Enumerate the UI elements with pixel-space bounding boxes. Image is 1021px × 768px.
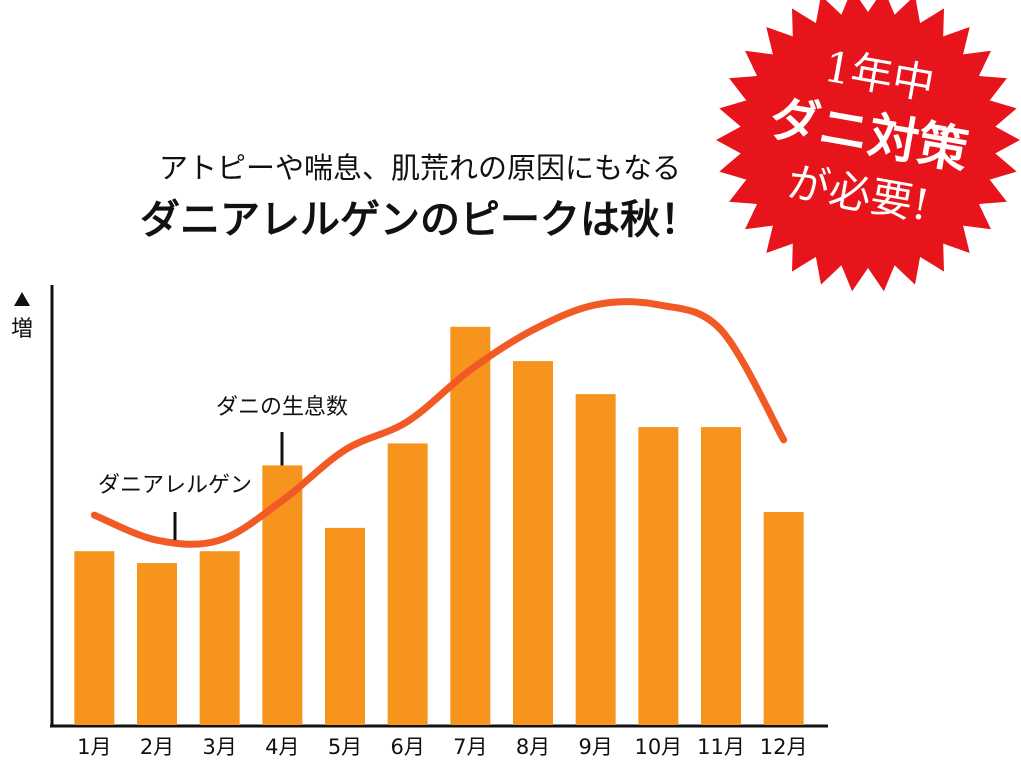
- bar: [387, 443, 428, 725]
- annotation: ダニの生息数: [216, 395, 348, 420]
- badge-star: [716, 0, 1020, 292]
- chart-title: ダニアレルゲンのピークは秋！: [140, 197, 700, 243]
- bar: [199, 551, 240, 725]
- x-tick-label: 11月: [697, 735, 745, 759]
- bar: [325, 527, 365, 725]
- x-tick-label: 7月: [453, 735, 487, 759]
- x-tick-label: 2月: [140, 735, 174, 759]
- annotation: ダニアレルゲン: [98, 473, 252, 498]
- y-arrow: [14, 292, 30, 306]
- bar: [575, 394, 616, 725]
- bar: [450, 326, 491, 725]
- line: [90, 298, 788, 548]
- x-tick-label: 12月: [760, 735, 808, 759]
- chart-subtitle: アトピーや喘息、肌荒れの原因にもなる: [159, 151, 681, 185]
- x-tick-label: 1月: [77, 735, 111, 759]
- x-tick-label: 8月: [516, 735, 550, 759]
- bar: [137, 563, 177, 725]
- bar: [638, 427, 679, 725]
- bar: [513, 361, 553, 725]
- x-tick-label: 3月: [202, 735, 236, 759]
- y-axis-label: 増: [11, 317, 33, 342]
- bar: [763, 512, 804, 725]
- x-tick-label: 9月: [578, 735, 612, 759]
- x-tick-label: 4月: [265, 735, 299, 759]
- bar: [74, 551, 115, 725]
- x-tick-label: 6月: [390, 735, 424, 759]
- bar: [701, 427, 741, 725]
- x-tick-label: 5月: [328, 735, 362, 759]
- x-tick-label: 10月: [634, 735, 682, 759]
